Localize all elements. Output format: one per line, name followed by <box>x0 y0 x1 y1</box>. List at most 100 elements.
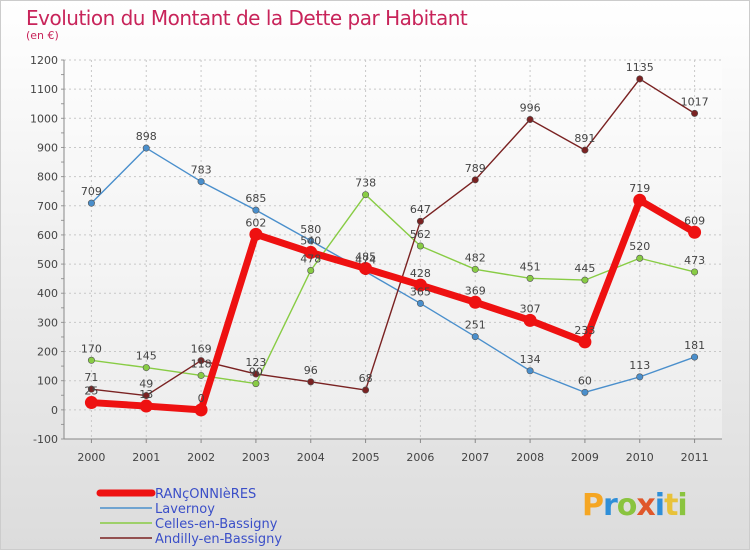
y-tick-label: 0 <box>51 404 58 417</box>
data-label: 134 <box>520 353 541 366</box>
data-label: 482 <box>465 251 486 264</box>
x-tick-label: 2010 <box>626 451 654 464</box>
x-tick-label: 2008 <box>516 451 544 464</box>
data-label: 562 <box>410 228 431 241</box>
data-point <box>471 265 479 273</box>
data-point <box>139 399 153 413</box>
data-label: 251 <box>465 319 486 332</box>
data-point <box>87 385 95 393</box>
data-label: 25 <box>84 385 98 398</box>
data-point <box>691 353 699 361</box>
x-tick-label: 2006 <box>406 451 434 464</box>
data-point <box>691 109 699 117</box>
data-point <box>87 199 95 207</box>
x-tick-label: 2002 <box>187 451 215 464</box>
data-label: 170 <box>81 342 102 355</box>
series-line <box>90 193 696 385</box>
data-point <box>87 356 95 364</box>
data-point <box>523 313 537 327</box>
data-point <box>688 225 702 239</box>
brand-letter: t <box>664 488 678 523</box>
data-label: 49 <box>139 378 153 391</box>
data-label: 1017 <box>681 95 709 108</box>
axis-layer: -100010020030040050060070080090010001100… <box>30 54 722 464</box>
data-label: 520 <box>629 240 650 253</box>
y-tick-label: 1100 <box>30 83 58 96</box>
data-label: 233 <box>574 324 595 337</box>
y-tick-label: 900 <box>37 141 58 154</box>
data-point <box>249 227 263 241</box>
y-tick-label: 400 <box>37 287 58 300</box>
data-point <box>197 371 205 379</box>
y-tick-label: 700 <box>37 200 58 213</box>
data-label: 789 <box>465 162 486 175</box>
y-tick-label: 500 <box>37 258 58 271</box>
series-celles-en-bassigny <box>87 191 699 388</box>
x-tick-label: 2009 <box>571 451 599 464</box>
y-tick-label: 300 <box>37 316 58 329</box>
x-tick-label: 2011 <box>681 451 709 464</box>
data-label: 118 <box>191 357 212 370</box>
y-tick-label: 600 <box>37 229 58 242</box>
data-label: 307 <box>520 302 541 315</box>
series-lavernoy <box>87 144 699 396</box>
brand-letter: r <box>603 488 618 523</box>
data-label: 1135 <box>626 61 654 74</box>
data-point <box>416 299 424 307</box>
data-point <box>416 217 424 225</box>
data-point <box>526 367 534 375</box>
data-label: 90 <box>249 366 263 379</box>
y-tick-label: 100 <box>37 375 58 388</box>
chart-title: Evolution du Montant de la Dette par Hab… <box>26 6 468 30</box>
data-point <box>197 357 205 365</box>
data-point <box>197 178 205 186</box>
data-point <box>252 380 260 388</box>
data-point <box>307 378 315 386</box>
data-label: 647 <box>410 203 431 216</box>
legend-label: Lavernoy <box>155 502 215 517</box>
data-label: 123 <box>245 356 266 369</box>
x-tick-label: 2000 <box>77 451 105 464</box>
data-point <box>307 237 315 245</box>
data-label: 365 <box>410 285 431 298</box>
data-label: 478 <box>300 252 321 265</box>
series-line <box>90 78 696 397</box>
data-label: 685 <box>245 192 266 205</box>
data-point <box>142 392 150 400</box>
data-label: 369 <box>465 284 486 297</box>
data-label: 68 <box>359 372 373 385</box>
data-label: 719 <box>629 182 650 195</box>
data-label: 445 <box>574 262 595 275</box>
chart-unit-label: (en €) <box>26 29 59 42</box>
brand-letter: x <box>636 488 655 523</box>
legend-label: RANçONNIèRES <box>155 487 256 502</box>
data-label: 451 <box>520 260 541 273</box>
x-tick-label: 2003 <box>242 451 270 464</box>
data-label: 473 <box>684 254 705 267</box>
data-label: 738 <box>355 177 376 190</box>
data-label: 181 <box>684 339 705 352</box>
data-point <box>307 266 315 274</box>
data-label: 428 <box>410 267 431 280</box>
data-point <box>581 146 589 154</box>
data-point <box>526 274 534 282</box>
data-point <box>468 295 482 309</box>
brand-letter: P <box>582 488 604 523</box>
y-tick-label: 1200 <box>30 54 58 67</box>
brand-letter: o <box>616 488 638 523</box>
data-label: 60 <box>578 374 592 387</box>
data-label: 474 <box>355 254 376 267</box>
grid-layer <box>64 59 722 440</box>
data-point <box>252 206 260 214</box>
brand-logo: Proxiti <box>582 488 688 523</box>
series-layer <box>84 75 702 417</box>
data-label: 0 <box>198 392 205 405</box>
x-tick-label: 2001 <box>132 451 160 464</box>
chart-legend: RANçONNIèRESLavernoyCelles-en-BassignyAn… <box>96 487 282 547</box>
y-tick-label: 200 <box>37 346 58 359</box>
data-label: 709 <box>81 185 102 198</box>
legend-label: Celles-en-Bassigny <box>155 517 278 532</box>
